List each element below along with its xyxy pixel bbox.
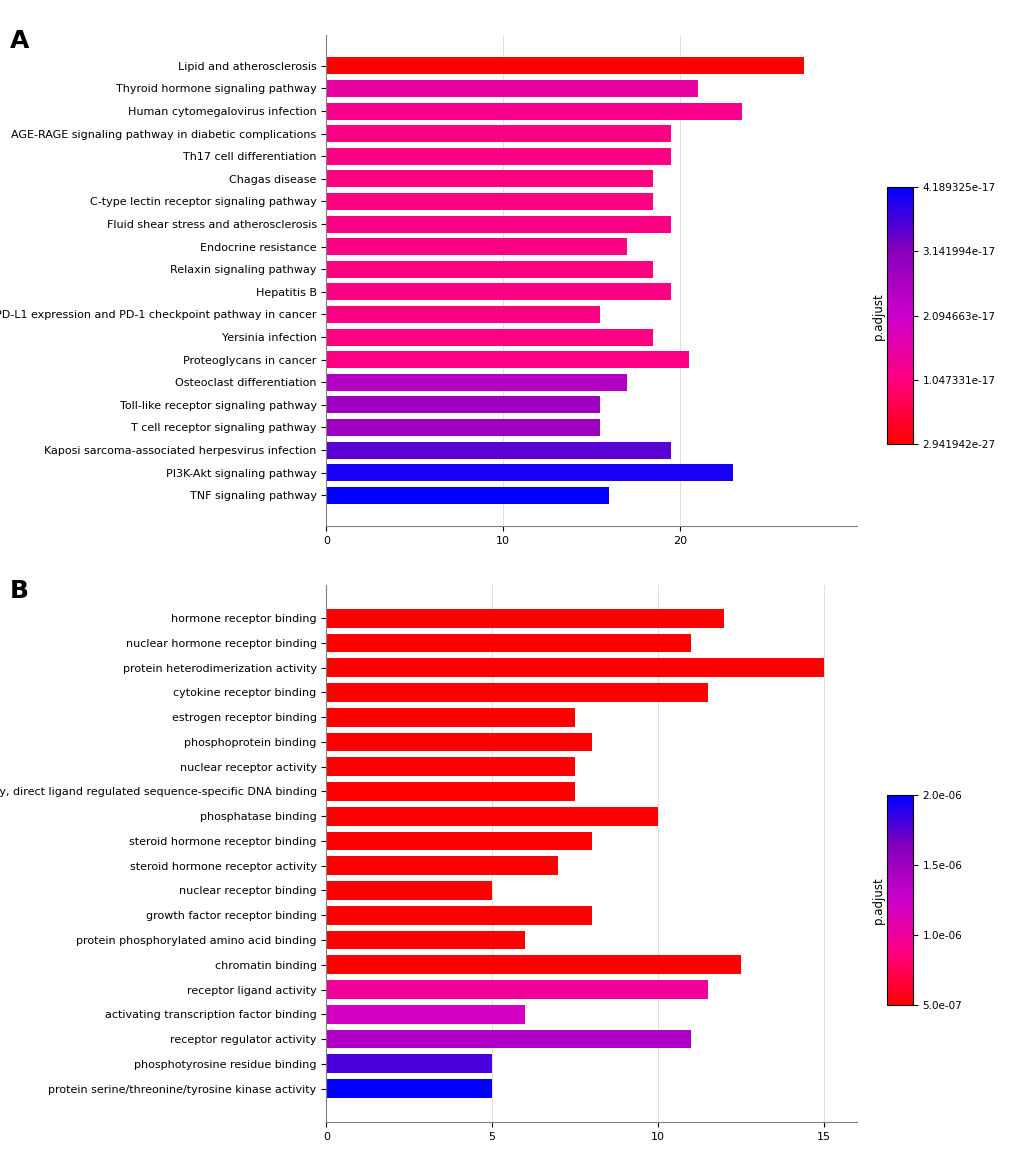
Bar — [326, 831, 591, 850]
Bar — [326, 57, 803, 75]
Bar — [326, 906, 591, 925]
Bar — [326, 634, 691, 652]
Bar — [326, 328, 653, 346]
Bar — [326, 396, 600, 414]
Bar — [326, 931, 525, 949]
Bar — [326, 1005, 525, 1024]
Bar — [326, 283, 671, 300]
Bar — [326, 881, 492, 900]
Text: B: B — [10, 579, 30, 603]
Bar — [326, 261, 653, 278]
Bar — [326, 782, 575, 801]
Bar — [326, 857, 558, 876]
Bar — [326, 1054, 492, 1073]
Bar — [326, 708, 575, 726]
Y-axis label: p.adjust: p.adjust — [871, 292, 883, 339]
Bar — [326, 955, 740, 974]
Bar — [326, 147, 671, 165]
Bar — [326, 419, 600, 436]
Bar — [326, 442, 671, 458]
Bar — [326, 658, 823, 677]
Bar — [326, 171, 653, 187]
Bar — [326, 193, 653, 210]
Bar — [326, 807, 657, 825]
Bar — [326, 215, 671, 233]
Bar — [326, 758, 575, 776]
Bar — [326, 981, 707, 998]
Text: A: A — [10, 29, 30, 54]
Bar — [326, 609, 723, 628]
Bar — [326, 238, 627, 255]
Bar — [326, 486, 608, 504]
Bar — [326, 1030, 691, 1049]
Bar — [326, 733, 591, 752]
Bar — [326, 103, 741, 119]
Bar — [326, 306, 600, 323]
Bar — [326, 1079, 492, 1098]
Bar — [326, 374, 627, 390]
Y-axis label: p.adjust: p.adjust — [871, 877, 883, 924]
Bar — [326, 683, 707, 701]
Bar — [326, 464, 733, 482]
Bar — [326, 351, 688, 368]
Bar — [326, 79, 697, 97]
Bar — [326, 125, 671, 143]
